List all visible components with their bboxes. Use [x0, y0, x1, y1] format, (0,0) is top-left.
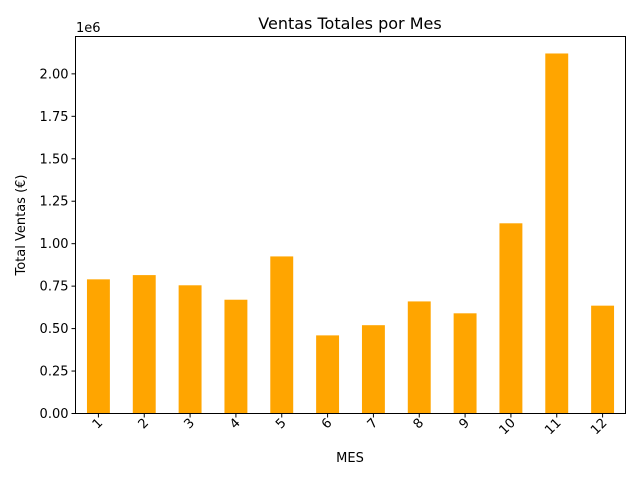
chart-title: Ventas Totales por Mes [258, 14, 441, 33]
x-tick-label: 12 [588, 416, 610, 438]
y-tick-label: 0.75 [40, 280, 69, 295]
y-tick-label: 0.25 [40, 365, 69, 380]
y-tick-label: 0.50 [40, 322, 69, 337]
x-tick-label: 4 [227, 416, 243, 432]
bar-mes-4 [224, 299, 248, 414]
bar-mes-11 [545, 53, 569, 414]
bar-mes-9 [453, 313, 477, 414]
bar-mes-7 [361, 325, 385, 414]
bar-mes-1 [86, 279, 110, 414]
x-axis-label: MES [336, 451, 364, 466]
y-tick-label: 0.00 [40, 407, 69, 422]
x-tick-label: 2 [136, 416, 152, 432]
bar-mes-12 [591, 305, 615, 414]
x-tick-label: 10 [496, 416, 518, 438]
x-tick-label: 8 [411, 416, 427, 432]
x-tick-label: 11 [542, 416, 564, 438]
x-tick-label: 3 [181, 416, 197, 432]
y-tick-label: 2.00 [40, 67, 69, 82]
y-tick-label: 1.50 [40, 152, 69, 167]
x-tick-label: 7 [365, 416, 381, 432]
bar-mes-8 [407, 301, 431, 414]
y-axis-label: Total Ventas (€) [14, 175, 29, 277]
plot-frame [75, 36, 626, 414]
x-tick-label: 6 [319, 416, 335, 432]
x-tick-label: 5 [273, 416, 289, 432]
x-axis: 1 2 3 4 5 6 7 8 9 10 11 12 [90, 413, 610, 438]
y-tick-label: 1.75 [40, 110, 69, 125]
bar-mes-3 [178, 285, 202, 414]
y-tick-label: 1.25 [40, 195, 69, 210]
bars [86, 53, 615, 414]
y-tick-label: 1.00 [40, 237, 69, 252]
x-tick-label: 1 [90, 416, 106, 432]
y-offset-label: 1e6 [76, 21, 101, 36]
bar-mes-6 [316, 335, 340, 414]
y-axis: 0.00 0.25 0.50 0.75 1.00 1.25 1.50 1.75 2.00 [40, 67, 76, 422]
x-tick-label: 9 [456, 416, 472, 432]
bar-mes-10 [499, 223, 523, 414]
bar-mes-2 [132, 275, 156, 414]
bar-mes-5 [270, 256, 294, 414]
